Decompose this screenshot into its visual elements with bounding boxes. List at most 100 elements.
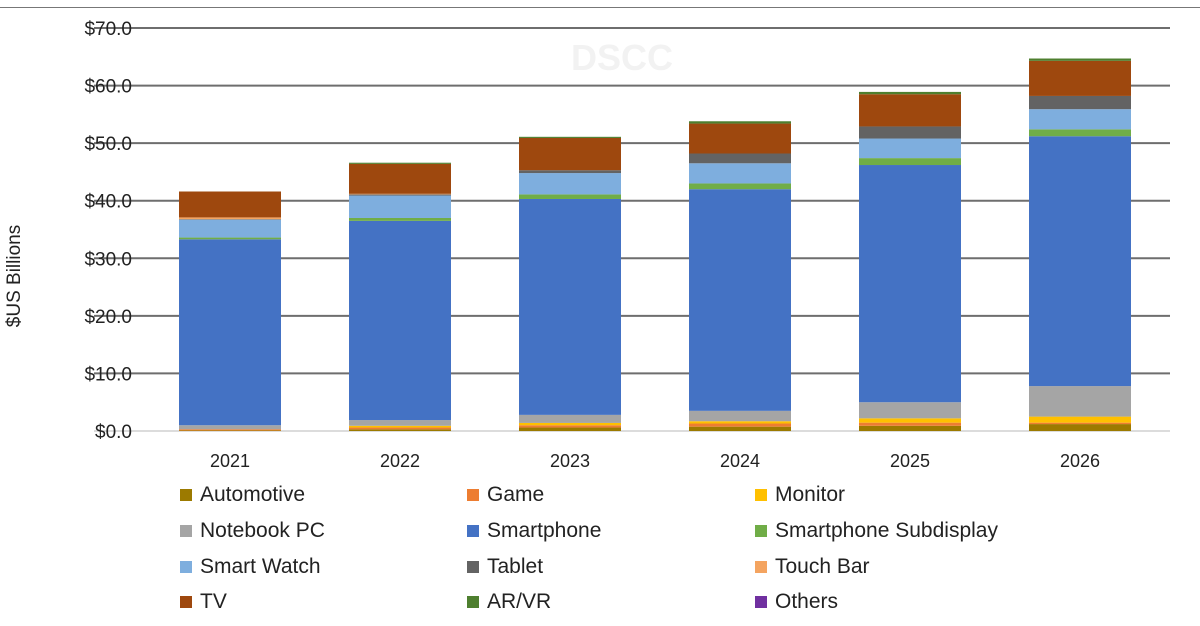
bar-segment-tablet-2022 [349,194,451,196]
bar-segment-ar-vr-2026 [1029,58,1131,61]
legend-item: Game [467,483,544,507]
x-tick-label: 2022 [380,451,420,471]
legend-item: Monitor [755,483,845,507]
legend-item: Smartphone [467,519,601,543]
bar-segment-smart-watch-2025 [859,138,961,159]
bar-segment-smartphone-2022 [349,220,451,421]
legend-item: Automotive [180,483,305,507]
bar-segment-tablet-2024 [689,153,791,164]
bar-segment-game-2026 [1029,422,1131,425]
bar-segment-game-2023 [519,425,621,428]
y-tick-label: $50.0 [84,134,132,155]
bar-segment-smart-watch-2023 [519,173,621,195]
legend-item: TV [180,590,227,614]
legend-item: Smartphone Subdisplay [755,519,998,543]
bar-segment-game-2025 [859,422,961,426]
y-axis-label: $US Billions [4,225,25,327]
x-tick-label: 2021 [210,451,250,471]
legend-swatch [180,489,192,501]
y-tick-label: $10.0 [84,364,132,385]
bar-segment-monitor-2025 [859,418,961,423]
legend-swatch [467,561,479,573]
bar-segment-notebook-pc-2025 [859,402,961,419]
bar-segment-tablet-2021 [179,219,281,220]
bar-segment-smartphone-2021 [179,239,281,426]
legend-swatch [467,489,479,501]
bar-segment-smart-watch-2024 [689,163,791,184]
bar-segment-monitor-2026 [1029,416,1131,423]
bar-segment-tablet-2025 [859,126,961,139]
bar-segment-automotive-2025 [859,425,961,431]
bar-segment-notebook-pc-2026 [1029,386,1131,417]
bar-segment-smartphone-subdisplay-2021 [179,237,281,240]
bar-segment-game-2022 [349,427,451,430]
bar-segment-ar-vr-2024 [689,121,791,124]
legend-label: Smartphone [487,519,602,542]
bar-segment-automotive-2024 [689,426,791,431]
legend-item: AR/VR [467,590,551,614]
bar-segment-smartphone-subdisplay-2025 [859,158,961,166]
watermark: DSCC [571,37,673,78]
bar-segment-smartphone-2023 [519,198,621,415]
bar-segment-ar-vr-2023 [519,136,621,138]
bar-segment-smartphone-subdisplay-2024 [689,183,791,190]
legend-label: Game [487,483,545,506]
legend-label: Smartphone Subdisplay [775,519,998,542]
legend-label: Notebook PC [200,519,325,542]
bar-segment-ar-vr-2025 [859,91,961,95]
bar-segment-smartphone-subdisplay-2022 [349,217,451,221]
legend-item: Others [755,590,838,614]
x-tick-label: 2023 [550,451,590,471]
legend-label: Touch Bar [775,555,870,578]
y-tick-label: $0.0 [95,422,132,443]
legend-swatch [467,596,479,608]
y-tick-label: $40.0 [84,192,132,213]
bar-segment-monitor-2023 [519,422,621,426]
bar-segment-game-2024 [689,423,791,427]
bar-segment-smartphone-2026 [1029,136,1131,387]
legend-item: Notebook PC [180,519,325,543]
bar-segment-automotive-2026 [1029,424,1131,431]
bar-segment-tablet-2023 [519,170,621,174]
bar-segment-touch-bar-2021 [179,217,281,220]
bar-segment-smartphone-2024 [689,189,791,411]
legend-label: TV [200,590,227,613]
legend-label: Smart Watch [200,555,321,578]
legend-label: Tablet [487,555,544,578]
legend-swatch [755,489,767,501]
y-tick-label: $70.0 [84,19,132,40]
x-tick-label: 2024 [720,451,760,471]
bar-segment-tv-2026 [1029,60,1131,96]
x-tick-label: 2025 [890,451,930,471]
legend-label: Automotive [200,483,306,506]
legend-swatch [180,596,192,608]
bar-segment-notebook-pc-2022 [349,420,451,426]
x-tick-label: 2026 [1060,451,1100,471]
legend-label: Others [775,590,839,613]
legend-swatch [755,561,767,573]
bar-segment-tablet-2026 [1029,95,1131,110]
bar-segment-game-2021 [179,429,281,431]
bar-segment-notebook-pc-2023 [519,414,621,423]
legend-swatch [755,525,767,537]
legend-item: Smart Watch [180,555,321,579]
bar-segment-tv-2022 [349,163,451,194]
y-tick-label: $60.0 [84,77,132,98]
bar-segment-automotive-2021 [179,430,281,431]
bar-segment-monitor-2024 [689,421,791,424]
bar-segment-notebook-pc-2021 [179,425,281,430]
bar-segment-smartphone-2025 [859,165,961,403]
bar-segment-ar-vr-2022 [349,162,451,164]
legend-swatch [755,596,767,608]
bar-segment-tv-2023 [519,137,621,171]
legend-label: AR/VR [487,590,552,613]
y-tick-label: $20.0 [84,307,132,328]
bar-segment-notebook-pc-2024 [689,410,791,422]
bar-segment-tv-2025 [859,94,961,127]
legend-swatch [180,561,192,573]
bar-segment-smartphone-subdisplay-2023 [519,194,621,199]
bar-segment-smart-watch-2022 [349,195,451,218]
legend-label: Monitor [775,483,846,506]
